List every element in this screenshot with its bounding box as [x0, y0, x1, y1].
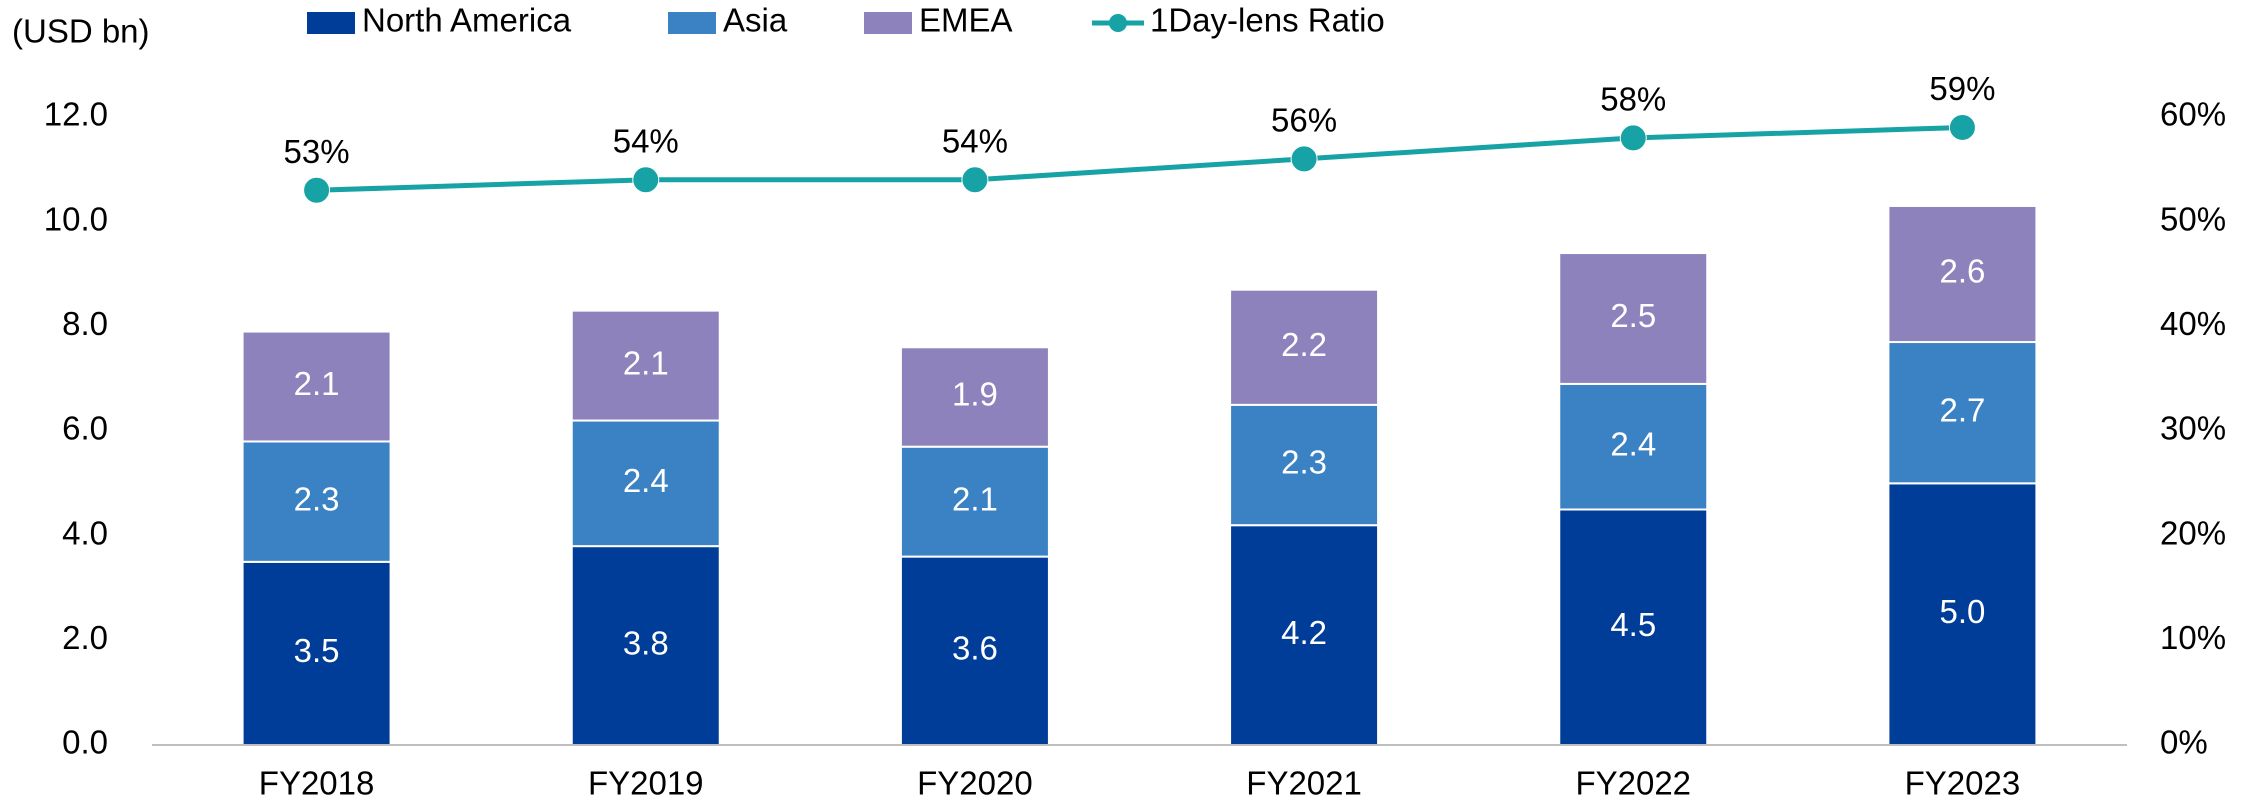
- y2-tick-label: 10%: [2160, 619, 2226, 656]
- bar-segment: [570, 309, 721, 422]
- y-tick-label: 10.0: [44, 200, 108, 237]
- line: [316, 124, 1963, 193]
- legend-label: 1Day-lens Ratio: [1150, 2, 1385, 39]
- data-label: 2.1: [623, 344, 669, 381]
- unit-label: (USD bn): [12, 13, 150, 50]
- data-label: 56%: [1271, 102, 1337, 139]
- y-tick-label: 0.0: [62, 724, 108, 761]
- data-label: 59%: [1929, 70, 1995, 107]
- data-label: 2.4: [623, 462, 669, 499]
- data-label: 3.6: [952, 630, 998, 667]
- x-tick-label: FY2021: [1246, 765, 1362, 802]
- bar-segment: [241, 330, 392, 443]
- bar-segment: [241, 560, 392, 746]
- line-marker: [1290, 145, 1318, 173]
- legend-label: North America: [362, 2, 572, 39]
- data-label: 2.4: [1610, 425, 1656, 462]
- x-tick-label: FY2023: [1905, 765, 2021, 802]
- legend-marker: [1109, 14, 1127, 32]
- bar-segment: [1229, 403, 1380, 527]
- data-label: 3.8: [623, 624, 669, 661]
- data-label: 58%: [1600, 81, 1666, 118]
- bar-segment: [1887, 204, 2038, 344]
- data-label: 53%: [284, 133, 350, 170]
- bar-segment: [1887, 482, 2038, 746]
- bar-segment: [899, 346, 1050, 448]
- legend-swatch: [307, 12, 355, 34]
- bar-segment: [1558, 382, 1709, 511]
- x-tick-label: FY2020: [917, 765, 1033, 802]
- y-tick-label: 6.0: [62, 410, 108, 447]
- data-label: 2.3: [1281, 444, 1327, 481]
- bar-segment: [1229, 288, 1380, 406]
- legend-swatch: [864, 12, 912, 34]
- bar-segment: [570, 419, 721, 548]
- data-label: 5.0: [1939, 593, 1985, 630]
- bar-segment: [570, 545, 721, 747]
- y2-tick-label: 50%: [2160, 200, 2226, 237]
- data-label: 2.2: [1281, 326, 1327, 363]
- x-tick-label: FY2019: [588, 765, 704, 802]
- data-label: 4.5: [1610, 606, 1656, 643]
- y-tick-label: 4.0: [62, 514, 108, 551]
- data-label: 54%: [942, 123, 1008, 160]
- bar-segment: [241, 440, 392, 563]
- bar-segment: [1558, 252, 1709, 385]
- bar-segment: [1229, 524, 1380, 747]
- bar-segment: [1887, 341, 2038, 485]
- line-marker: [961, 166, 989, 194]
- data-label: 2.1: [294, 365, 340, 402]
- y2-tick-label: 30%: [2160, 410, 2226, 447]
- data-label: 4.2: [1281, 614, 1327, 651]
- bar-segment: [1558, 508, 1709, 746]
- legend-label: EMEA: [919, 2, 1013, 39]
- y2-tick-label: 20%: [2160, 514, 2226, 551]
- y2-tick-label: 40%: [2160, 305, 2226, 342]
- x-tick-label: FY2018: [259, 765, 375, 802]
- data-label: 2.3: [294, 480, 340, 517]
- data-label: 1.9: [952, 376, 998, 413]
- data-label: 2.6: [1939, 253, 1985, 290]
- y2-tick-label: 0%: [2160, 724, 2208, 761]
- y-tick-label: 2.0: [62, 619, 108, 656]
- bar-segment: [899, 445, 1050, 558]
- line-marker: [632, 166, 660, 194]
- data-label: 2.1: [952, 480, 998, 517]
- y2-tick-label: 60%: [2160, 96, 2226, 133]
- line-marker: [1948, 113, 1976, 141]
- line-marker: [1619, 124, 1647, 152]
- y-tick-label: 8.0: [62, 305, 108, 342]
- data-label: 3.5: [294, 632, 340, 669]
- legend-swatch: [668, 12, 716, 34]
- x-tick-label: FY2022: [1575, 765, 1691, 802]
- line-marker: [303, 176, 331, 204]
- data-label: 2.5: [1610, 297, 1656, 334]
- data-label: 54%: [613, 123, 679, 160]
- legend-label: Asia: [723, 2, 788, 39]
- y-tick-label: 12.0: [44, 96, 108, 133]
- data-label: 2.7: [1939, 391, 1985, 428]
